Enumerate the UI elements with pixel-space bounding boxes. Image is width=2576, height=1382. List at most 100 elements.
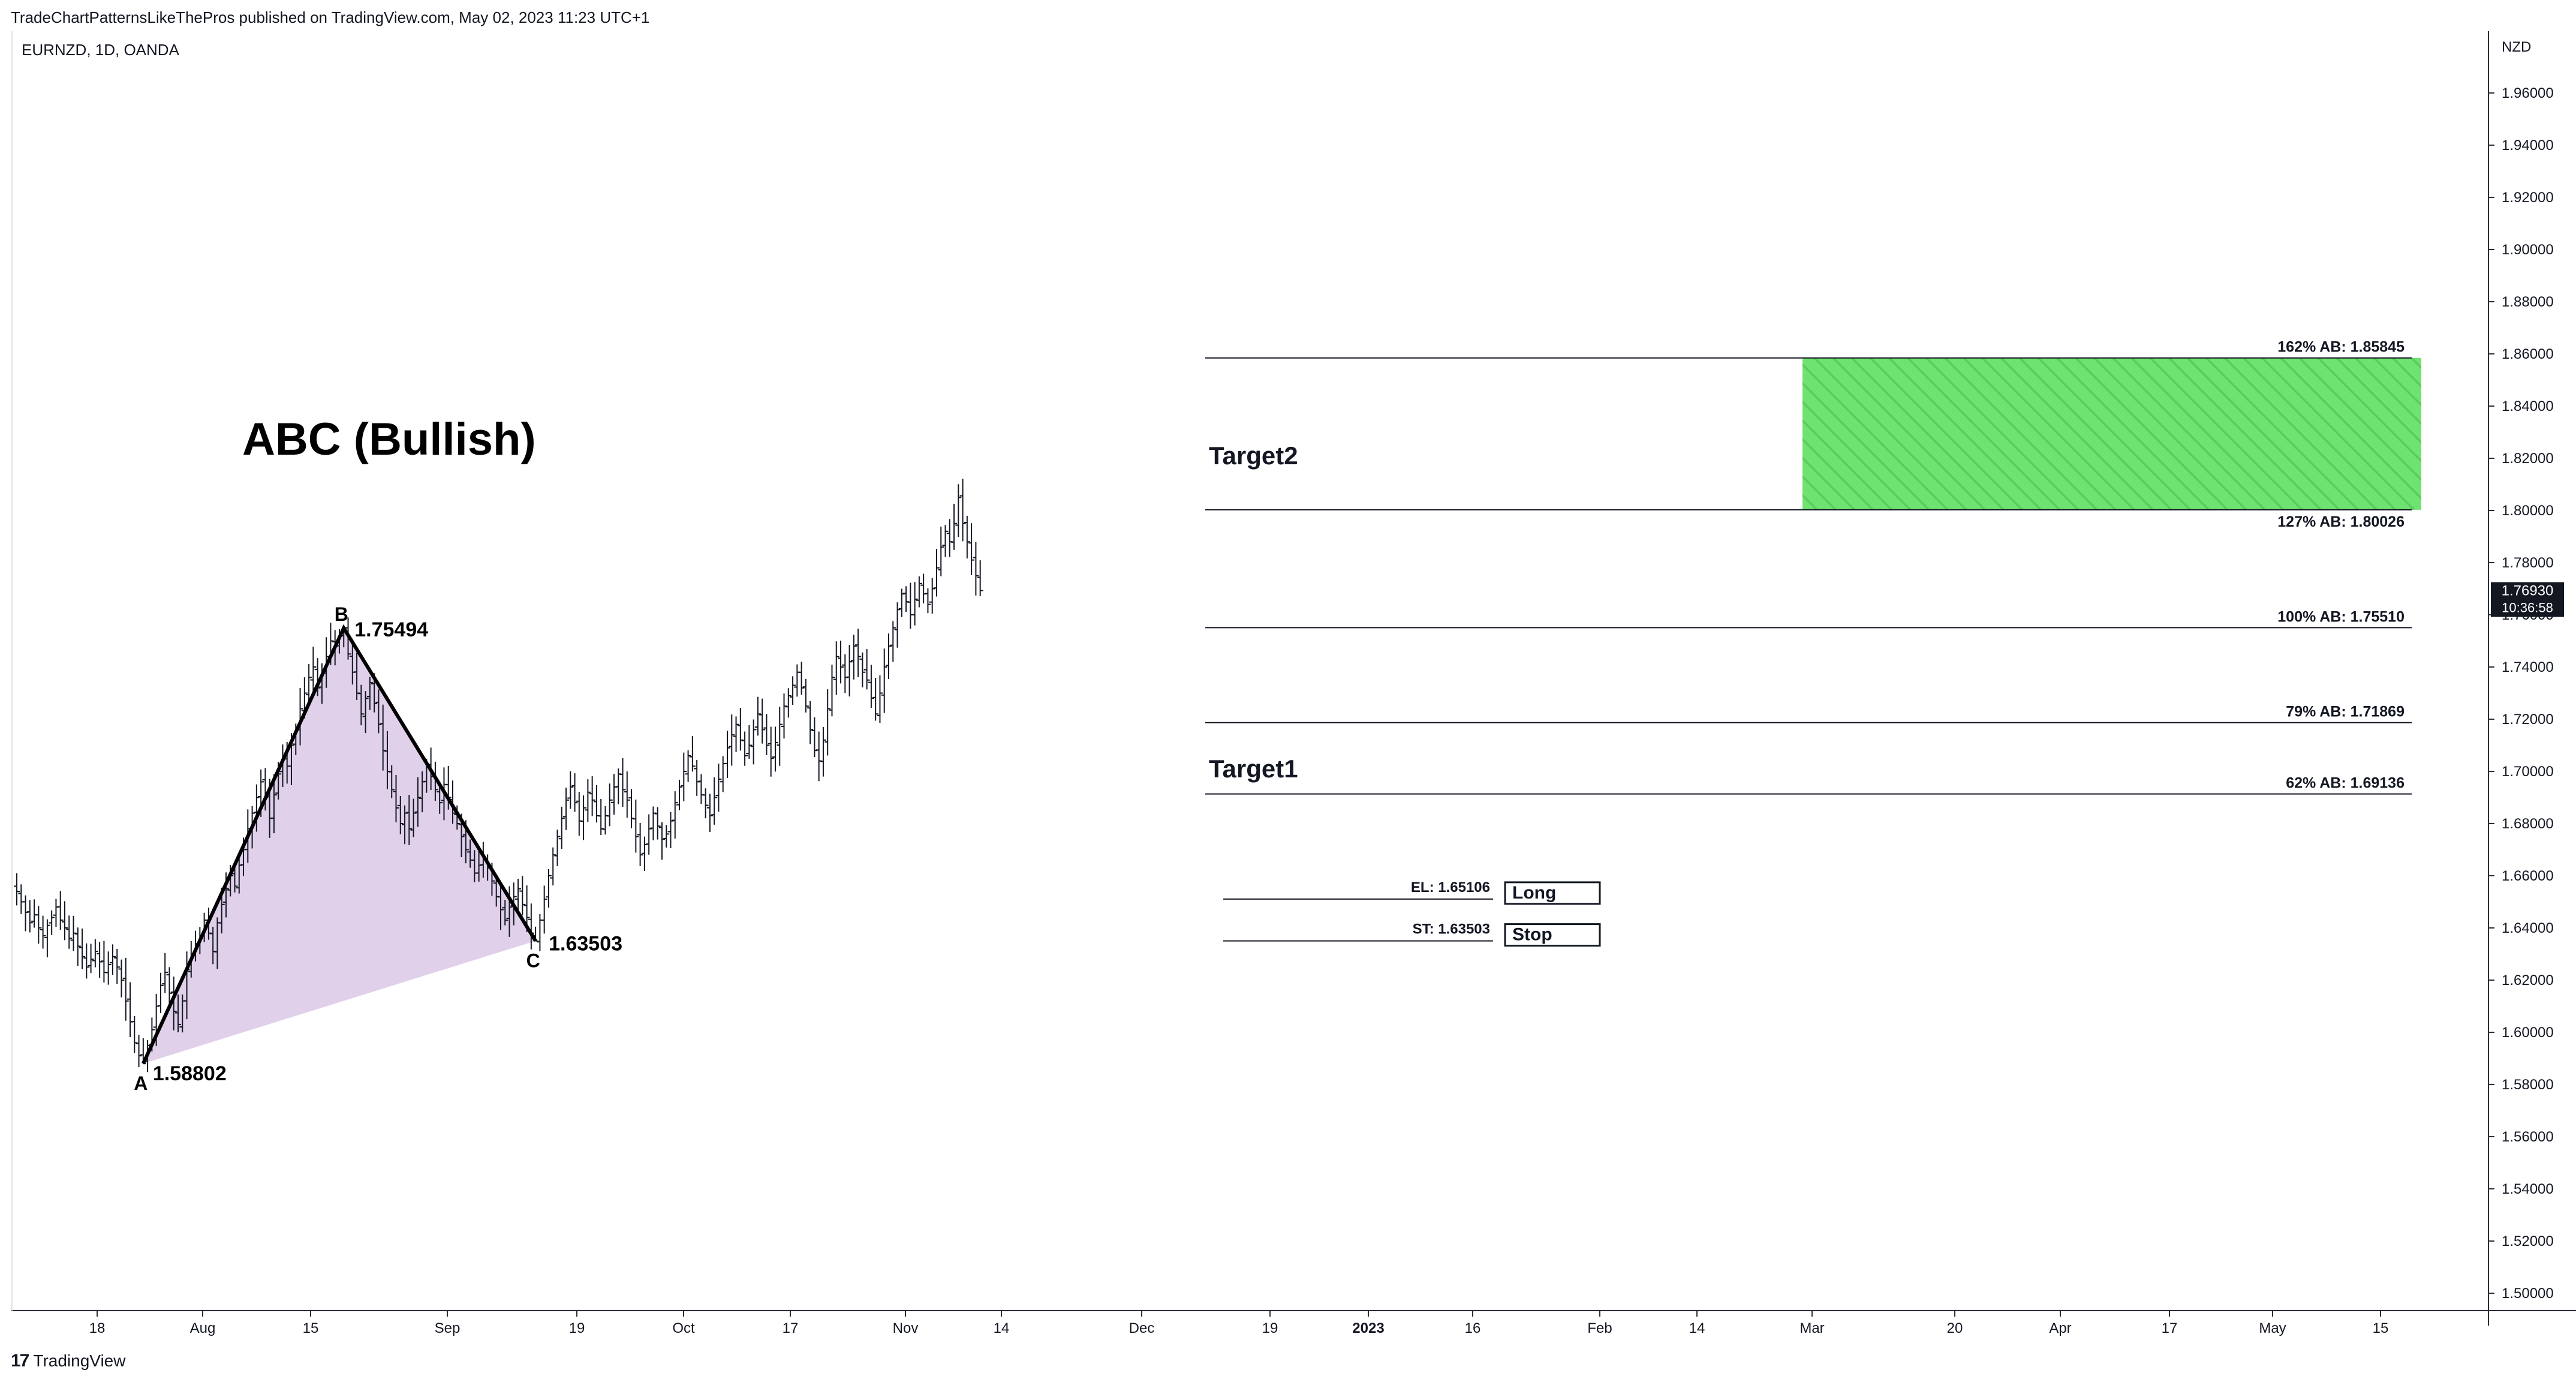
ohlc-bar (563, 788, 570, 830)
tradingview-logo[interactable]: 17 TradingView (11, 1351, 125, 1371)
ohlc-bar (815, 731, 822, 782)
currency-label: NZD (2502, 39, 2531, 55)
ohlc-bar (676, 779, 683, 810)
ohlc-bar (502, 900, 508, 926)
ohlc-bar (911, 582, 918, 626)
stop-label: ST: 1.63503 (1413, 921, 1490, 938)
ohlc-bar (380, 704, 386, 771)
time-tick-label: Feb (1587, 1320, 1612, 1336)
price-tick-label: 1.70000 (2502, 764, 2554, 780)
fib-level-label: 79% AB: 1.71869 (2286, 704, 2405, 720)
time-tick-label: 2023 (1352, 1320, 1384, 1336)
ohlc-bar (742, 731, 748, 766)
ohlc-bar (667, 812, 674, 849)
ohlc-bar (781, 693, 787, 739)
price-tick-label: 1.68000 (2502, 816, 2554, 832)
time-tick-label: Dec (1129, 1320, 1155, 1336)
ohlc-bar (558, 806, 565, 849)
ohlc-bar (624, 771, 630, 818)
time-tick-label: 17 (2162, 1320, 2178, 1336)
ohlc-bar (83, 943, 90, 979)
ohlc-bar (729, 714, 735, 766)
price-tick-label: 1.84000 (2502, 398, 2554, 414)
pattern-point-b: B (335, 603, 348, 625)
pattern-value-c: 1.63503 (549, 933, 622, 956)
ohlc-bar (916, 576, 922, 608)
ohlc-bar (920, 573, 927, 603)
ohlc-bar (306, 663, 312, 705)
ohlc-bar (506, 886, 513, 937)
target2-zone (1802, 357, 2421, 510)
price-tick-label: 1.96000 (2502, 85, 2554, 101)
ohlc-bar (737, 707, 744, 751)
ohlc-bar (903, 586, 910, 612)
ohlc-bar (877, 675, 883, 723)
ohlc-bar (580, 795, 587, 840)
ohlc-bar (933, 549, 940, 597)
ohlc-bar (610, 774, 617, 815)
ohlc-bar (938, 526, 944, 576)
price-tick-label: 1.54000 (2502, 1181, 2554, 1197)
ohlc-bar (846, 644, 853, 697)
ohlc-bar (253, 784, 260, 832)
time-tick-label: 19 (1262, 1320, 1278, 1336)
ohlc-bar (519, 876, 526, 916)
ohlc-bar (929, 578, 935, 614)
ohlc-bar (414, 777, 421, 827)
price-tick-label: 1.66000 (2502, 868, 2554, 884)
target2-label: Target2 (1209, 441, 1298, 470)
tradingview-icon: 17 (11, 1351, 29, 1371)
ohlc-bar (872, 678, 879, 721)
ohlc-bar (637, 823, 643, 866)
price-tick-label: 1.74000 (2502, 659, 2554, 675)
ohlc-bar (402, 805, 408, 845)
time-tick-label: 15 (303, 1320, 319, 1336)
time-tick-label: Nov (893, 1320, 919, 1336)
ohlc-bar (863, 649, 870, 690)
ohlc-bar (654, 807, 661, 840)
ohlc-bar (114, 949, 121, 984)
ohlc-bar (898, 588, 905, 617)
time-tick-label: Sep (435, 1320, 461, 1336)
ohlc-bar (437, 784, 443, 814)
ohlc-bar (685, 750, 691, 782)
pattern-value-b: 1.75494 (354, 618, 428, 641)
ohlc-bar (66, 915, 73, 949)
ohlc-bar (754, 696, 761, 736)
ohlc-bar (868, 665, 874, 708)
ohlc-bar (759, 698, 766, 744)
ohlc-bar (820, 727, 826, 777)
ohlc-bar (174, 995, 181, 1033)
price-tick-label: 1.78000 (2502, 555, 2554, 571)
ohlc-bar (720, 756, 726, 792)
ohlc-bar (550, 847, 556, 886)
svg-text:10:36:58: 10:36:58 (2502, 600, 2553, 615)
time-tick-label: 19 (569, 1320, 585, 1336)
abc-pattern-line[interactable] (142, 624, 537, 1065)
ohlc-bar (663, 825, 670, 848)
time-tick-label: 15 (2373, 1320, 2389, 1336)
price-tick-label: 1.60000 (2502, 1025, 2554, 1041)
pattern-value-a: 1.58802 (153, 1062, 227, 1085)
ohlc-bar (70, 915, 77, 951)
ohlc-bar (790, 676, 796, 705)
ohlc-bar (633, 799, 639, 853)
entry-tag-box (1504, 881, 1601, 905)
pattern-point-c: C (526, 950, 540, 972)
ohlc-bar (658, 822, 665, 860)
symbol-label: EURNZD, 1D, OANDA (22, 41, 180, 59)
ohlc-bar (689, 735, 696, 772)
ohlc-bar (977, 560, 983, 596)
ohlc-bar (585, 779, 591, 822)
ohlc-bar (973, 542, 979, 596)
ohlc-bar (750, 719, 757, 765)
ohlc-bar (798, 662, 805, 695)
ohlc-bar (772, 726, 778, 772)
ohlc-bar (541, 885, 547, 934)
ohlc-bar (589, 776, 595, 816)
fib-level-label: 162% AB: 1.85845 (2277, 339, 2405, 356)
ohlc-bar (881, 648, 887, 713)
time-tick-label: 14 (1689, 1320, 1705, 1336)
abc-pattern-area (143, 628, 536, 1064)
